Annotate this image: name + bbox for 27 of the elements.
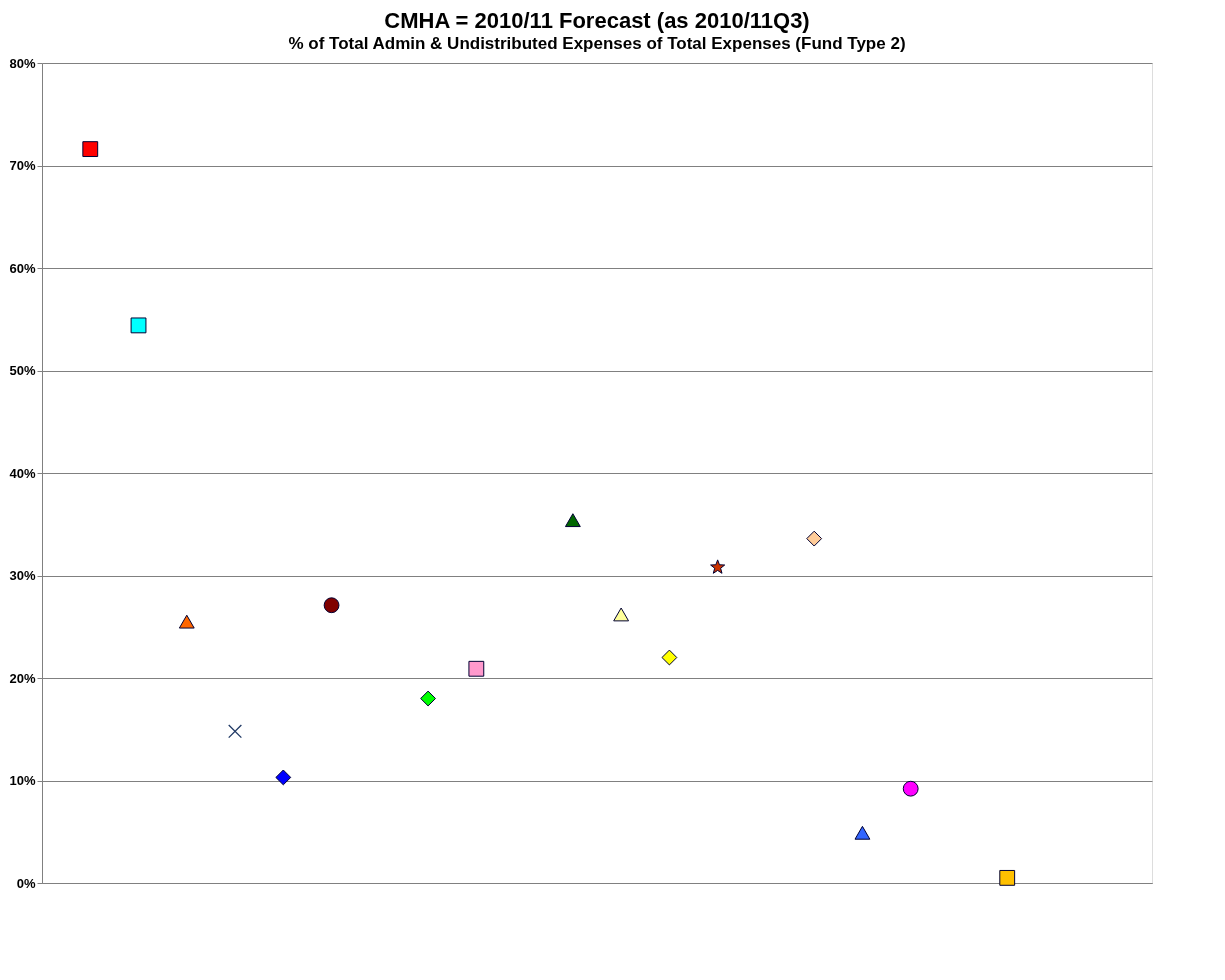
point [275,769,292,786]
point [178,614,195,629]
point [130,317,147,334]
point [228,724,243,739]
chart-subtitle: % of Total Admin & Undistributed Expenses of Total Expenses (Fund Type 2) [288,34,906,53]
y-tick-label: 20% [9,670,36,686]
y-tick-label: 0% [16,875,36,891]
point [902,780,919,797]
y-tick-label: 40% [9,465,36,481]
y-tick-label: 60% [9,260,36,276]
point [710,559,726,574]
point [999,869,1016,886]
point [661,649,678,666]
y-tick-label: 30% [9,568,36,583]
point [420,690,436,707]
y-tick-label: 10% [9,773,36,788]
point [468,660,485,677]
point [613,607,630,622]
y-tick-label: 50% [9,363,36,378]
point [854,825,871,840]
point [82,141,99,158]
point [806,530,823,547]
point [564,513,581,528]
y-tick-label: 80% [9,55,36,71]
chart-title: CMHA = 2010/11 Forecast (as 2010/11Q3) [384,8,810,33]
point [323,597,340,614]
y-tick-label: 70% [9,158,36,173]
